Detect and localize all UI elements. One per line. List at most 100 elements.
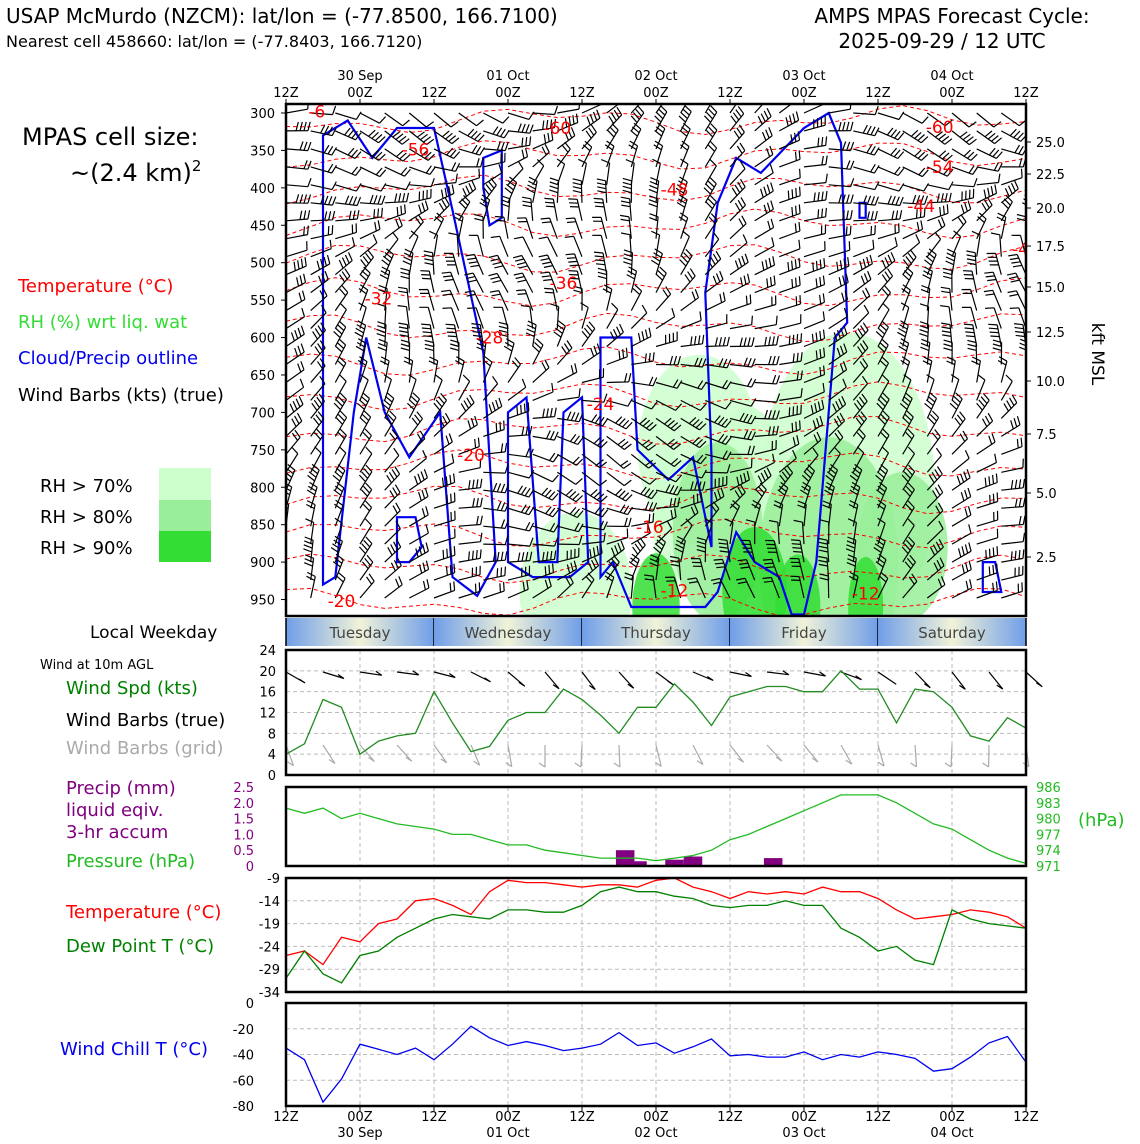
grid-wind-barb [359,744,375,762]
wind-barb [828,104,852,114]
wind-barb [828,178,855,188]
wind-barb [900,356,911,383]
wind-barb [704,194,718,222]
wind-barb [482,177,497,204]
legend-rh70-swatch [159,468,211,500]
wind-barb [483,126,510,139]
wind-barb [680,357,707,368]
wind-barb [581,109,601,132]
weekday-strip: Tuesday Wednesday Thursday Friday Saturday [285,618,1027,646]
wind-barb [403,356,414,383]
wind-barb [525,320,537,347]
wind-barb [1001,168,1023,186]
wind-barb [754,182,774,204]
wind-barb [653,535,666,563]
wind-barb [754,218,775,240]
cloud-outline [981,561,1003,594]
wind-barb [532,506,559,518]
wind-barb [507,136,532,150]
wind-barb [620,232,632,257]
wind-barb [408,469,428,491]
wind-barb [433,546,456,563]
cell-size-value: ~(2.4 km)2 [70,157,201,187]
wind-barb [532,563,554,581]
wind-barb [604,140,615,168]
wind-barb [483,535,509,546]
wind-barb [655,508,677,527]
wind-barb [655,379,683,389]
wind-barb [729,357,756,368]
wind-barb [538,236,558,257]
wind-barb [286,225,309,240]
wind-barb [729,378,757,388]
wind-barb [409,542,429,563]
wind-barb [409,178,435,188]
wind-barb [754,409,780,420]
pressure-label: Pressure (hPa) [66,851,195,872]
wind-barb [540,217,558,239]
wind-10m-label: Wind at 10m AGL [40,658,154,673]
wind-barb [680,435,707,449]
wind-barb [803,382,825,401]
wind-barb [926,484,944,509]
wind-barb [899,392,913,419]
wind-barb [803,116,826,132]
wind-barb [976,212,987,239]
wind-barb [704,123,718,150]
temp-ytick-label: -14 [259,895,280,910]
legend-rh90-swatch [159,531,211,562]
wind-barb [359,500,373,527]
wind-barb [384,130,410,145]
wind-barb [557,433,584,446]
wind-barb [976,184,998,204]
wind-barb [1025,472,1026,473]
wind-barb [400,339,411,365]
wind-barb [773,500,784,527]
wind-barb [630,537,646,563]
wind-barb [532,452,559,463]
wind-barb [828,361,848,383]
wind-barb [520,304,534,329]
wind-barb [307,463,320,491]
wind-barb [592,216,608,239]
wind-barb [565,253,583,275]
wind-barb [926,576,946,599]
wind-barb [961,288,978,311]
wind-barb [847,518,857,545]
wind-barb [581,435,608,449]
wind-barb [754,275,776,294]
temperature-label: -40 [1012,240,1040,260]
wind-barb [704,250,722,276]
grid-wind-barb [538,745,546,768]
wind-barb [441,271,460,293]
wind-barb [976,453,997,473]
wind-barb [330,535,343,563]
wind-barb [483,566,506,581]
wind-barb [355,338,367,365]
weekday-band [582,618,730,646]
wind-barb [848,571,859,599]
wind-barb [926,130,953,145]
pressure-ytick-label: 980 [1036,813,1061,828]
wind-barb [985,307,1002,329]
wind-barb [704,104,712,114]
wind-barb [990,232,1002,257]
wind-barb [482,164,503,186]
wind-barb [359,410,372,437]
legend-rh80-swatch [159,500,211,531]
wind-barb [458,374,471,401]
wind-barb [408,148,436,161]
wind-barb [286,412,303,437]
true-wind-barb [581,671,596,690]
wind-barb [729,412,757,425]
wind-barb [286,273,307,294]
wind-ytick-label: 4 [268,748,276,763]
wind-barb [483,482,510,494]
wind-barb [877,285,891,311]
bottom-date-label: 03 Oct [782,1126,825,1140]
wind-barb [286,160,312,170]
wind-barb [852,411,867,437]
wind-barb [286,429,301,455]
wind-barb [690,558,706,581]
wind-barb [408,200,429,222]
